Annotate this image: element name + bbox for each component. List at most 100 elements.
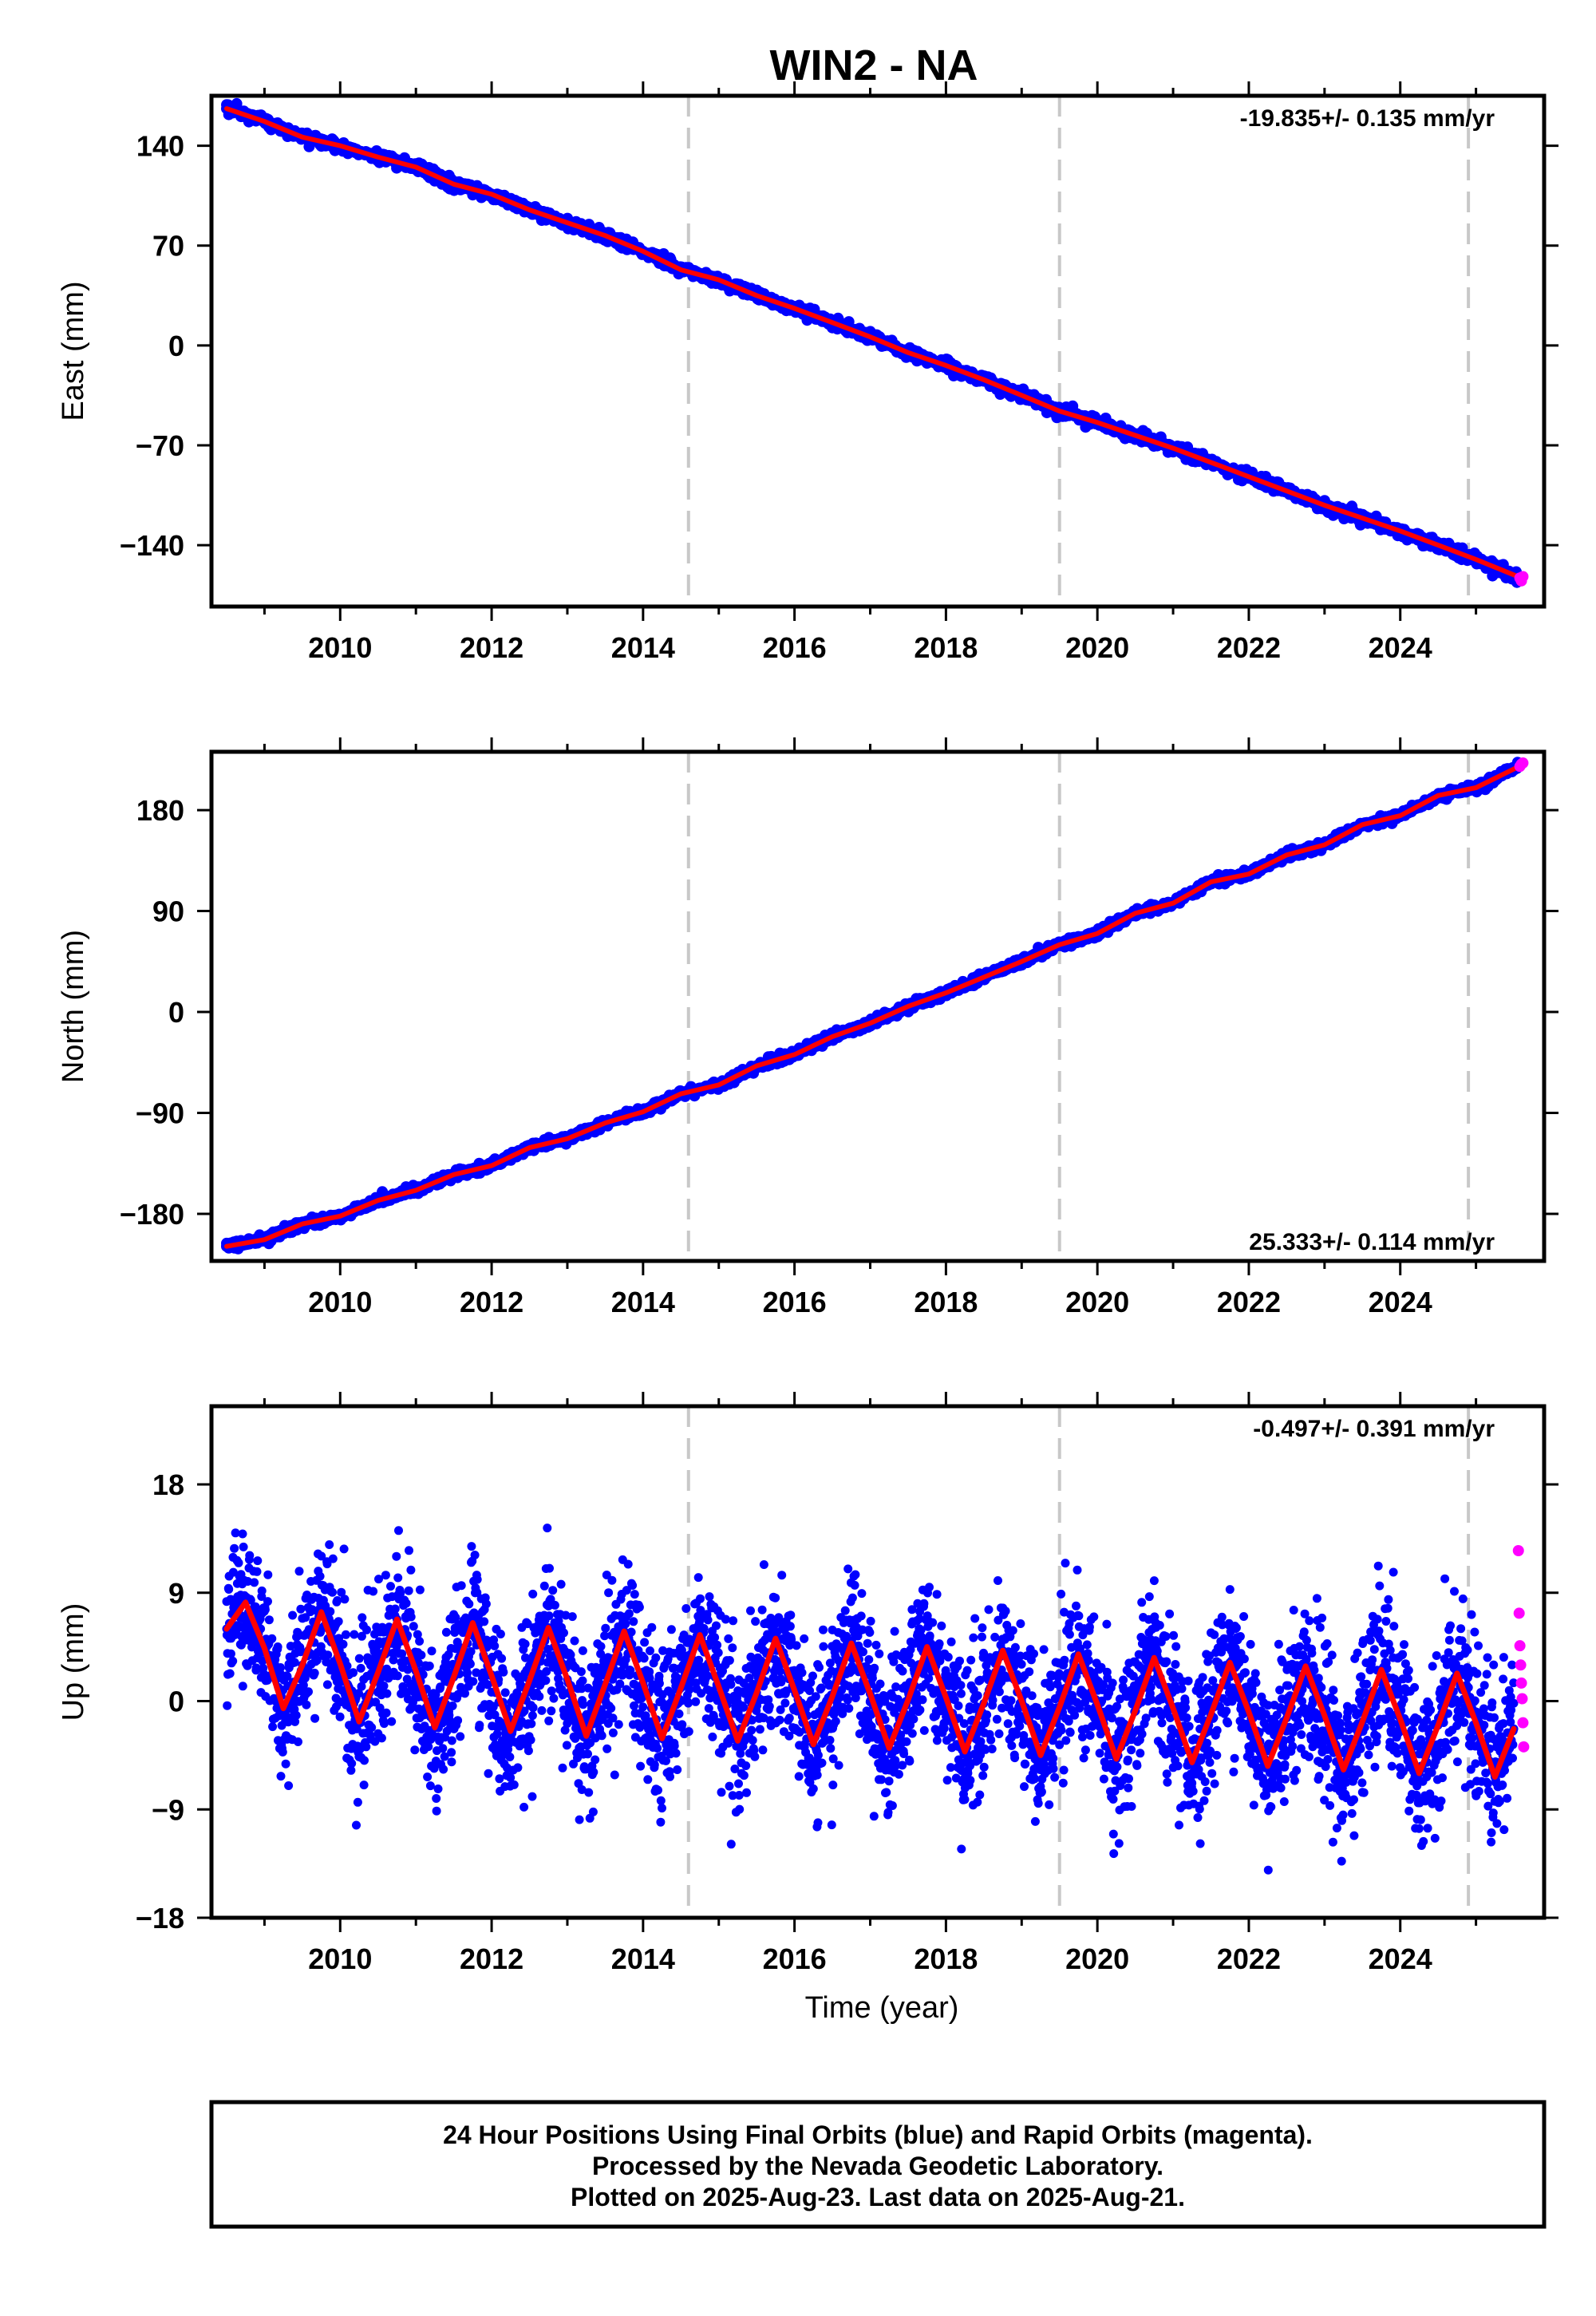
up-final-point <box>291 1710 301 1720</box>
up-final-point <box>335 1712 345 1721</box>
north-y-tick-label: 180 <box>136 794 184 827</box>
up-final-point <box>423 1773 433 1781</box>
north-x-tick-label: 2012 <box>460 1286 523 1318</box>
north-plot-area <box>220 752 1529 1261</box>
up-final-point <box>381 1708 391 1717</box>
up-final-point <box>513 1763 523 1773</box>
up-final-point <box>393 1573 403 1583</box>
up-final-point <box>268 1722 278 1732</box>
up-final-point <box>578 1676 587 1686</box>
east-y-axis-label: East (mm) <box>57 281 90 421</box>
up-final-point <box>367 1723 377 1733</box>
north-x-axis: 2010 2012 2014 2016 2018 2020 2022 2024 <box>263 737 1478 1318</box>
up-final-point <box>326 1607 335 1616</box>
up-final-point <box>347 1759 357 1769</box>
up-final-point <box>509 1780 519 1789</box>
up-final-point <box>578 1646 587 1655</box>
up-final-point <box>483 1680 492 1690</box>
up-final-point <box>409 1622 418 1631</box>
up-final-point <box>257 1586 267 1595</box>
up-final-point <box>260 1605 270 1614</box>
up-final-point <box>543 1524 552 1533</box>
up-final-point <box>447 1748 456 1757</box>
up-final-point <box>346 1765 356 1775</box>
up-final-point <box>300 1674 310 1683</box>
up-final-point <box>548 1586 558 1595</box>
up-final-point <box>322 1559 332 1569</box>
up-final-point <box>338 1639 348 1649</box>
up-final-point <box>456 1732 465 1741</box>
up-final-point <box>238 1529 247 1539</box>
up-final-point <box>317 1551 326 1561</box>
up-final-point <box>350 1630 359 1639</box>
up-final-point <box>432 1794 441 1803</box>
up-final-point <box>389 1655 398 1665</box>
up-final-point <box>537 1705 547 1715</box>
up-final-point <box>456 1581 466 1591</box>
up-final-point <box>463 1668 472 1678</box>
up-final-point <box>499 1667 508 1677</box>
up-final-point <box>251 1602 260 1611</box>
up-final-point <box>425 1781 435 1791</box>
up-final-point <box>283 1717 293 1727</box>
up-final-point <box>576 1667 586 1677</box>
up-final-point <box>550 1600 559 1610</box>
up-final-point <box>465 1659 475 1669</box>
up-final-point <box>328 1587 337 1597</box>
up-plot-area <box>222 1406 1530 1918</box>
north-x-tick-label: 2020 <box>1065 1286 1129 1318</box>
up-final-point <box>312 1655 322 1665</box>
up-final-point <box>413 1630 422 1639</box>
up-final-point <box>263 1597 272 1607</box>
east-rate-annotation: -19.835+/- 0.135 mm/yr <box>1240 105 1495 132</box>
east-x-tick-label: 2014 <box>611 631 675 664</box>
east-y-tick-label: 140 <box>136 130 184 163</box>
east-y-tick-label: −70 <box>136 429 184 462</box>
up-final-point <box>381 1571 390 1580</box>
east-y-tick-label: 70 <box>152 230 184 263</box>
up-final-point <box>558 1763 567 1773</box>
up-final-point <box>390 1604 400 1614</box>
up-final-point <box>369 1587 378 1596</box>
up-final-point <box>228 1656 238 1666</box>
up-final-point <box>453 1690 463 1699</box>
up-final-point <box>276 1772 286 1781</box>
up-final-point <box>559 1628 568 1638</box>
up-final-point <box>579 1700 588 1709</box>
up-final-point <box>427 1646 437 1656</box>
up-final-point <box>379 1719 389 1729</box>
up-final-point <box>294 1737 302 1746</box>
up-final-point <box>340 1595 350 1604</box>
up-final-point <box>406 1612 416 1622</box>
north-x-tick-label: 2024 <box>1369 1286 1432 1318</box>
up-final-point <box>466 1646 476 1656</box>
up-final-point <box>267 1634 277 1643</box>
up-final-point <box>481 1599 491 1609</box>
up-final-point <box>224 1585 234 1594</box>
up-final-point <box>472 1668 481 1678</box>
east-y-tick-label: −140 <box>120 529 184 562</box>
up-final-point <box>542 1666 551 1676</box>
up-final-point <box>357 1631 366 1641</box>
up-final-point <box>418 1670 428 1679</box>
up-final-point <box>263 1570 273 1579</box>
east-x-tick-label: 2010 <box>308 631 372 664</box>
up-final-point <box>339 1544 349 1554</box>
up-final-point <box>561 1611 571 1620</box>
up-final-point <box>528 1703 538 1713</box>
up-final-point <box>252 1567 262 1576</box>
up-final-point <box>526 1735 535 1745</box>
up-final-point <box>387 1717 397 1726</box>
east-x-tick-label: 2018 <box>914 631 978 664</box>
up-final-point <box>492 1729 502 1739</box>
up-final-point <box>258 1656 267 1666</box>
up-final-point <box>415 1637 425 1646</box>
up-final-point <box>410 1745 420 1755</box>
east-x-tick-label: 2024 <box>1369 631 1432 664</box>
up-final-point <box>544 1611 554 1621</box>
up-final-point <box>234 1558 243 1567</box>
up-final-point <box>290 1658 299 1667</box>
up-final-point <box>528 1589 538 1599</box>
